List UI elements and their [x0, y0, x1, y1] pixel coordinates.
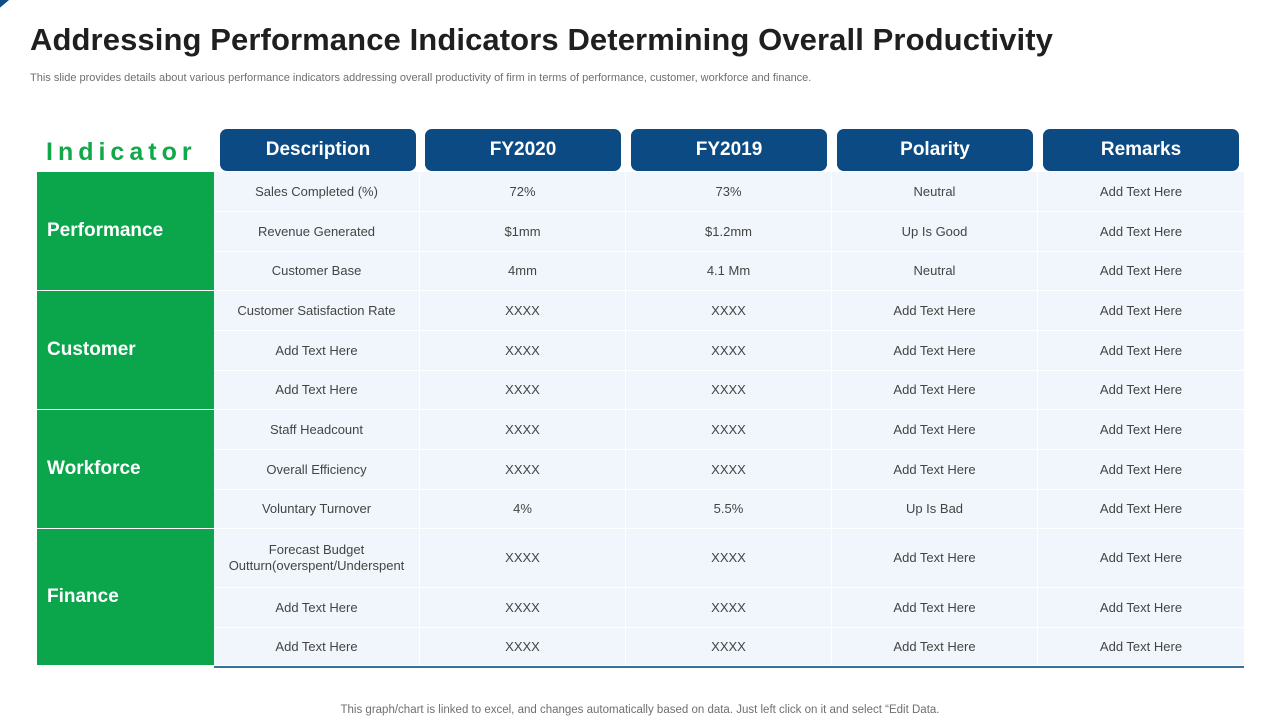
cell-fy2020: XXXX — [420, 529, 626, 587]
cell-description: Staff Headcount — [214, 410, 420, 449]
page-title: Addressing Performance Indicators Determ… — [30, 22, 1053, 57]
cell-fy2020: XXXX — [420, 291, 626, 330]
corner-accent-stripe — [0, 0, 36, 17]
group-performance: Performance — [37, 172, 214, 291]
cell-fy2019: XXXX — [626, 588, 832, 627]
cell-fy2019: 73% — [626, 172, 832, 211]
cell-remarks: Add Text Here — [1099, 599, 1183, 615]
cell-description: Customer Satisfaction Rate — [214, 291, 420, 330]
table-row: Revenue Generated $1mm $1.2mm Up Is Good… — [214, 212, 1244, 252]
table-row: Overall Efficiency XXXX XXXX Add Text He… — [214, 450, 1244, 490]
cell-fy2019: XXXX — [626, 291, 832, 330]
cell-description: Sales Completed (%) — [214, 172, 420, 211]
indicator-label: Indicator — [46, 138, 197, 166]
cell-remarks: Add Text Here — [1099, 501, 1183, 516]
cell-remarks: Add Text Here — [1099, 183, 1183, 199]
header-polarity: Polarity — [837, 129, 1033, 171]
cell-polarity: Add Text Here — [832, 450, 1038, 489]
cell-fy2019: $1.2mm — [626, 212, 832, 251]
table-row: Voluntary Turnover 4% 5.5% Up Is Bad Add… — [214, 490, 1244, 529]
group-finance: Finance — [37, 529, 214, 666]
cell-remarks: Add Text Here — [1099, 461, 1183, 477]
cell-polarity: Neutral — [832, 252, 1038, 290]
cell-description: Customer Base — [214, 252, 420, 290]
cell-fy2020: 72% — [420, 172, 626, 211]
cell-remarks: Add Text Here — [1099, 263, 1183, 278]
table-row: Staff Headcount XXXX XXXX Add Text Here … — [214, 410, 1244, 450]
cell-fy2020: XXXX — [420, 410, 626, 449]
page-subtitle: This slide provides details about variou… — [30, 72, 812, 84]
cell-description: Revenue Generated — [214, 212, 420, 251]
cell-polarity: Add Text Here — [832, 291, 1038, 330]
cell-description: Add Text Here — [214, 588, 420, 627]
cell-fy2020: XXXX — [420, 371, 626, 409]
cell-fy2020: XXXX — [420, 588, 626, 627]
cell-fy2019: 4.1 Mm — [626, 252, 832, 290]
cell-fy2020: XXXX — [420, 450, 626, 489]
cell-fy2019: XXXX — [626, 628, 832, 665]
cell-fy2019: XXXX — [626, 410, 832, 449]
cell-remarks: Add Text Here — [1099, 382, 1183, 397]
cell-fy2020: XXXX — [420, 331, 626, 370]
cell-polarity: Add Text Here — [832, 331, 1038, 370]
cell-description: Overall Efficiency — [214, 450, 420, 489]
cell-polarity: Add Text Here — [832, 628, 1038, 665]
cell-polarity: Add Text Here — [832, 588, 1038, 627]
cell-fy2019: XXXX — [626, 529, 832, 587]
cell-fy2020: 4mm — [420, 252, 626, 290]
cell-fy2019: XXXX — [626, 371, 832, 409]
cell-polarity: Add Text Here — [832, 529, 1038, 587]
cell-polarity: Add Text Here — [832, 410, 1038, 449]
cell-fy2020: XXXX — [420, 628, 626, 665]
table-row: Add Text Here XXXX XXXX Add Text Here Ad… — [214, 628, 1244, 666]
cell-remarks: Add Text Here — [1099, 638, 1183, 654]
header-remarks: Remarks — [1043, 129, 1239, 171]
cell-polarity: Add Text Here — [832, 371, 1038, 409]
header-fy2020: FY2020 — [425, 129, 621, 171]
indicator-table: Sales Completed (%) 72% 73% Neutral Add … — [214, 172, 1244, 668]
table-row: Customer Base 4mm 4.1 Mm Neutral Add Tex… — [214, 252, 1244, 291]
cell-fy2019: XXXX — [626, 450, 832, 489]
table-row: Forecast Budget Outturn(overspent/Unders… — [214, 529, 1244, 588]
table-row: Customer Satisfaction Rate XXXX XXXX Add… — [214, 291, 1244, 331]
header-description: Description — [220, 129, 416, 171]
cell-remarks: Add Text Here — [1099, 342, 1183, 358]
cell-fy2019: 5.5% — [626, 490, 832, 528]
cell-description: Voluntary Turnover — [214, 490, 420, 528]
cell-remarks: Add Text Here — [1099, 421, 1183, 437]
cell-fy2019: XXXX — [626, 331, 832, 370]
table-row: Add Text Here XXXX XXXX Add Text Here Ad… — [214, 331, 1244, 371]
cell-fy2020: $1mm — [420, 212, 626, 251]
table-row: Add Text Here XXXX XXXX Add Text Here Ad… — [214, 371, 1244, 410]
cell-description: Add Text Here — [214, 371, 420, 409]
group-customer: Customer — [37, 291, 214, 410]
cell-description: Add Text Here — [214, 331, 420, 370]
header-fy2019: FY2019 — [631, 129, 827, 171]
cell-remarks: Add Text Here — [1099, 302, 1183, 318]
cell-fy2020: 4% — [420, 490, 626, 528]
cell-polarity: Up Is Bad — [832, 490, 1038, 528]
cell-polarity: Up Is Good — [832, 212, 1038, 251]
cell-remarks: Add Text Here — [1099, 550, 1183, 565]
table-row: Sales Completed (%) 72% 73% Neutral Add … — [214, 172, 1244, 212]
cell-description: Add Text Here — [214, 628, 420, 665]
table-row: Add Text Here XXXX XXXX Add Text Here Ad… — [214, 588, 1244, 628]
cell-remarks: Add Text Here — [1099, 223, 1183, 239]
footer-note: This graph/chart is linked to excel, and… — [340, 704, 940, 716]
cell-description: Forecast Budget Outturn(overspent/Unders… — [214, 529, 420, 587]
group-workforce: Workforce — [37, 410, 214, 529]
cell-polarity: Neutral — [832, 172, 1038, 211]
indicator-groups: Performance Customer Workforce Finance — [37, 172, 214, 666]
